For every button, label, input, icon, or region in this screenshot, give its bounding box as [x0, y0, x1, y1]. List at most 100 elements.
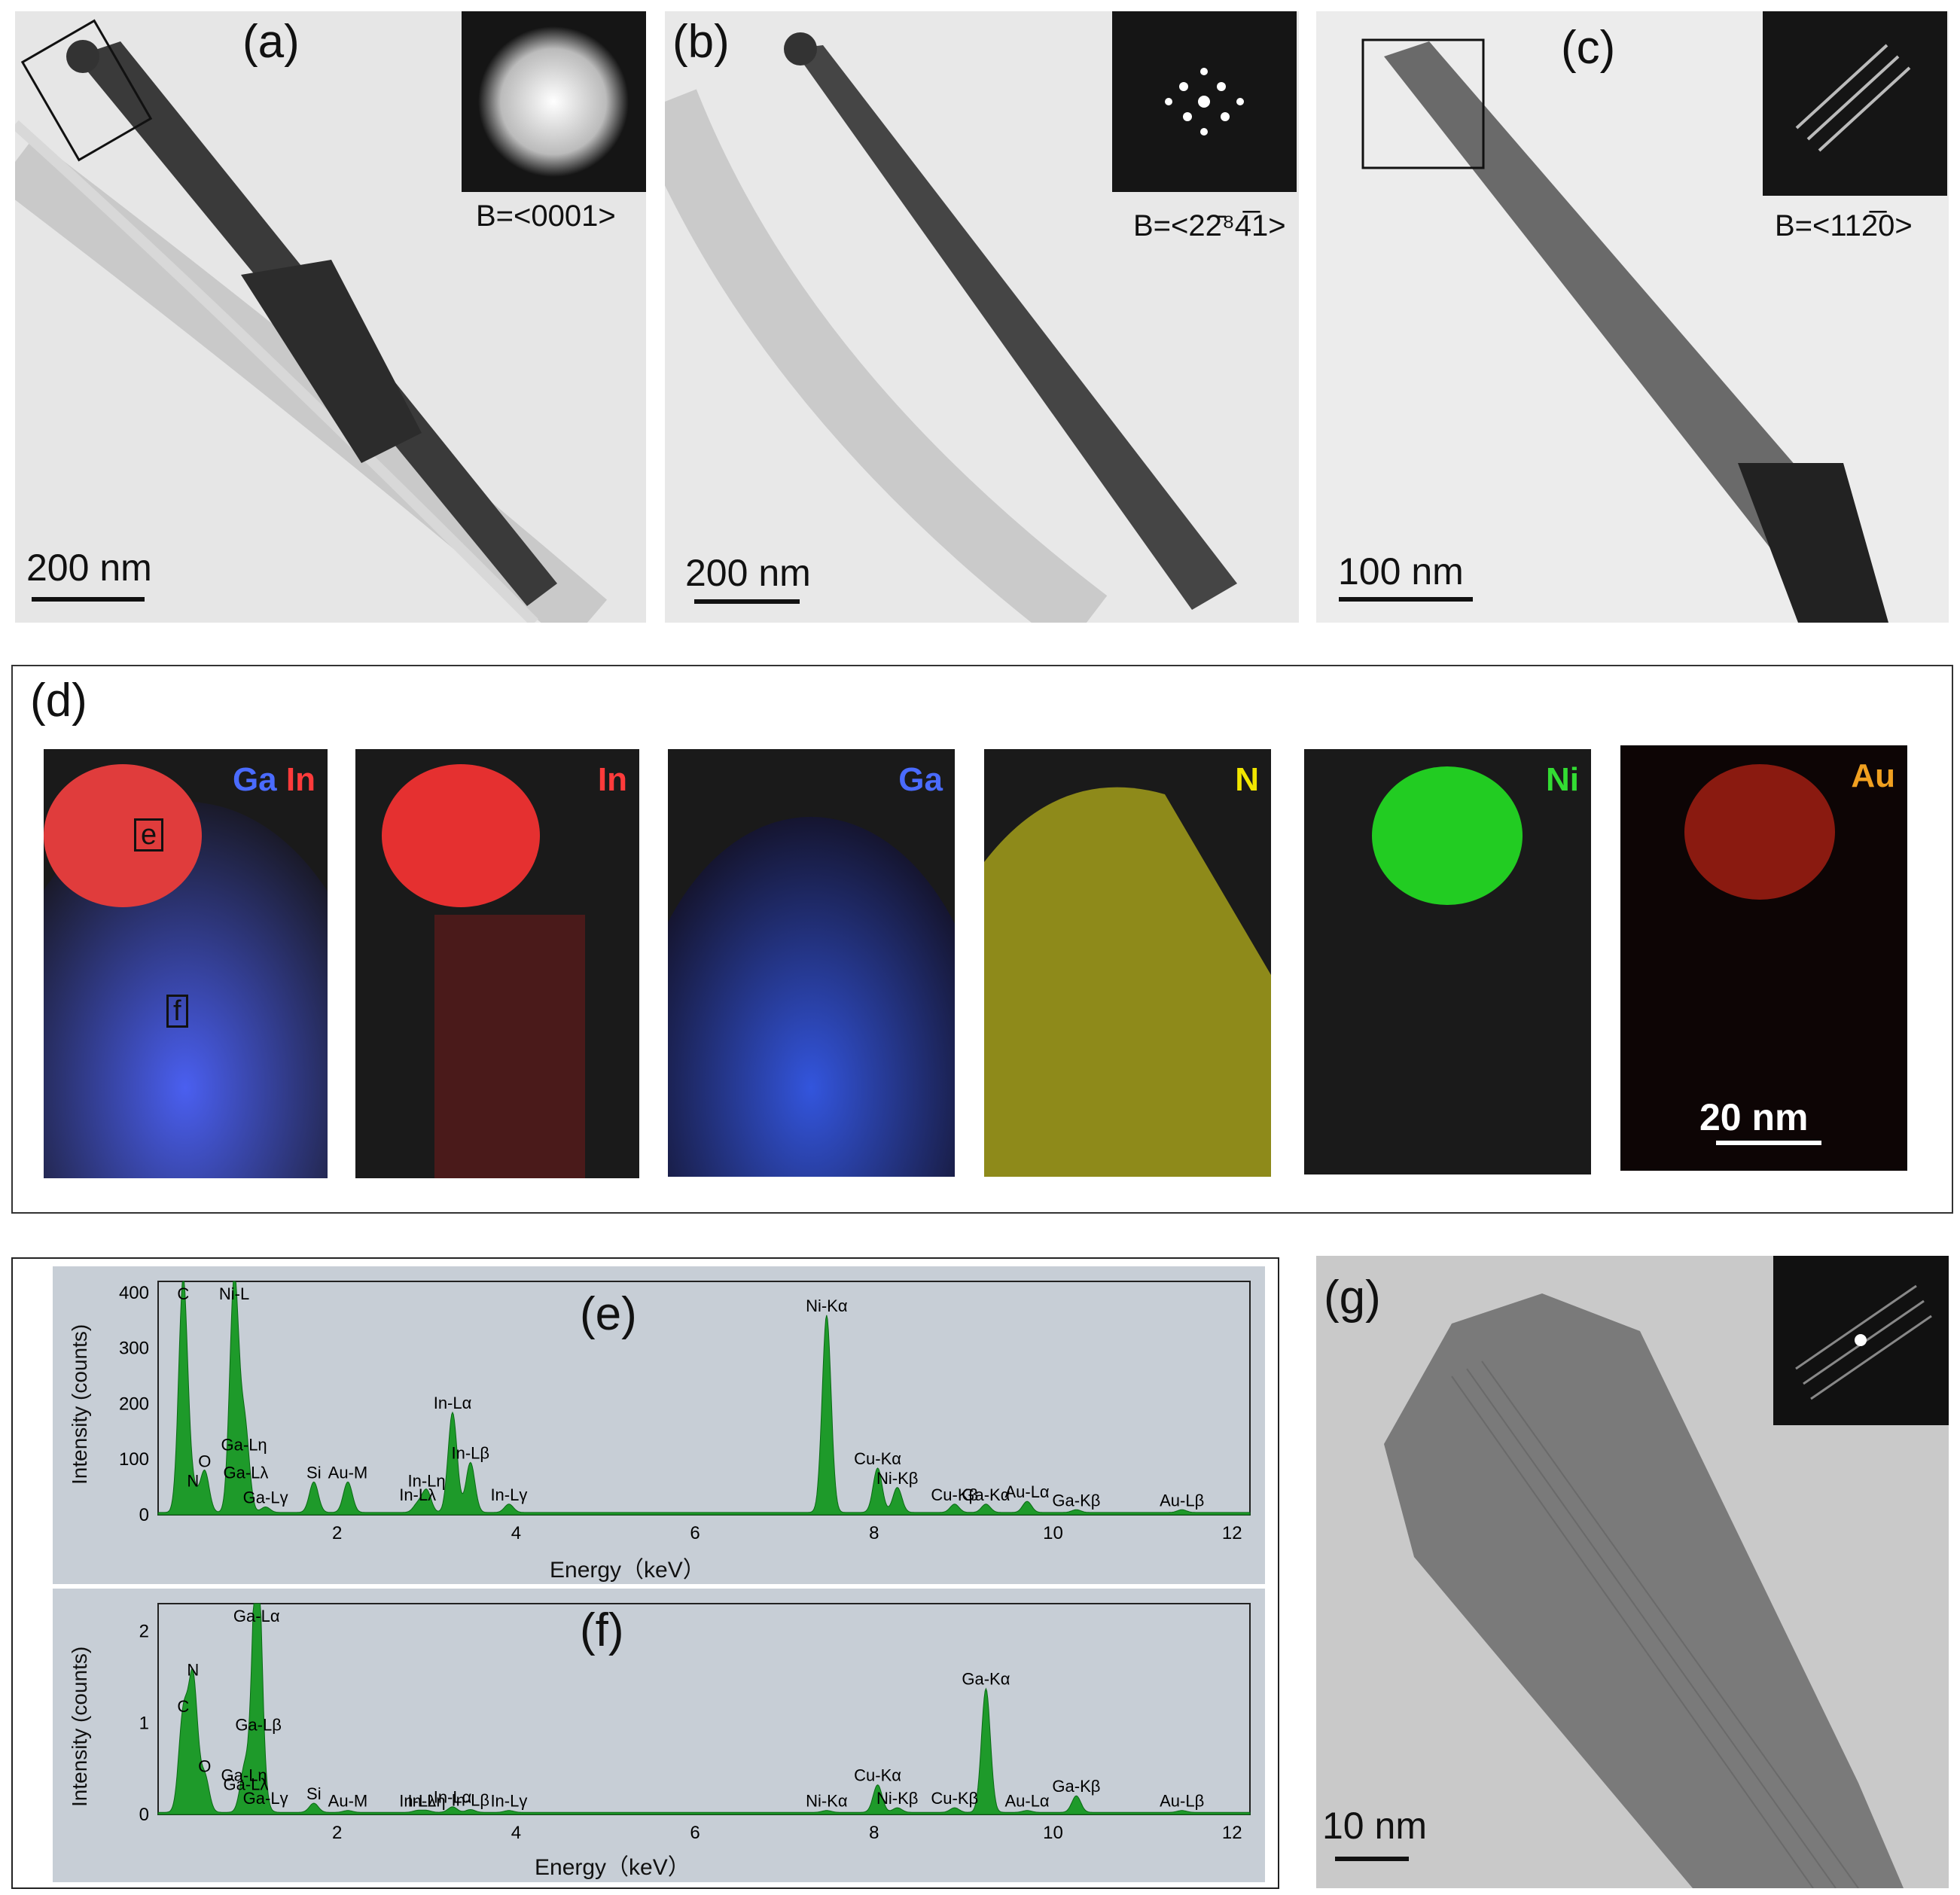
x-tick-label: 6	[690, 1523, 700, 1543]
peak-label: Ni-Kα	[806, 1296, 848, 1315]
eds-map-n: N	[984, 749, 1271, 1177]
peak-label: In-Lγ	[490, 1792, 527, 1811]
nanowire-c	[1361, 38, 1888, 623]
spectrum-area	[157, 1281, 1251, 1516]
nanowire-a	[15, 19, 608, 623]
panel-label-e: (e)	[580, 1288, 637, 1340]
panel-label-f: (f)	[580, 1604, 624, 1656]
spectrum-e: 2 4 6 8 10 12 0 100 200 300 400 C N O Ni-L Ga-Lη Ga-Lλ Ga…	[53, 1266, 1265, 1584]
scale-label-g: 10 nm	[1322, 1805, 1427, 1847]
eds-map-ga: Ga	[668, 749, 955, 1177]
x-tick-label: 12	[1222, 1523, 1242, 1543]
peak-label: N	[187, 1471, 199, 1490]
peak-label: Ga-Lη	[221, 1436, 267, 1455]
peak-label: In-Lγ	[490, 1485, 527, 1504]
peak-label: Au-Lβ	[1160, 1792, 1204, 1811]
panel-d-frame	[11, 665, 1953, 1214]
x-tick-label: 2	[332, 1523, 342, 1543]
peak-label: Ni-Kβ	[876, 1789, 918, 1808]
peak-label: Si	[306, 1784, 322, 1803]
ylabel-e: Intensity (counts)	[68, 1324, 91, 1485]
diffraction-inset-c	[1763, 11, 1947, 196]
panel-label-d: (d)	[30, 675, 87, 727]
panel-label-a: (a)	[242, 16, 300, 68]
peak-label: Ga-Kα	[962, 1485, 1010, 1504]
diffraction-inset-a	[462, 11, 646, 192]
peak-label: Ga-Lλ	[224, 1463, 269, 1482]
region-f-box: f	[166, 995, 188, 1028]
peak-label: C	[177, 1697, 189, 1716]
zone-axis-b: B=<22̄⁸4̅1>	[1133, 209, 1286, 242]
peak-label: Ga-Kβ	[1052, 1777, 1100, 1796]
scale-bar-a	[32, 597, 145, 602]
peak-label: Cu-Kα	[854, 1766, 901, 1784]
spectra-frame	[11, 1257, 1279, 1889]
peak-label: Au-Lβ	[1160, 1491, 1204, 1510]
peak-label: Ni-Kα	[806, 1792, 848, 1811]
nanowire-b	[665, 32, 1237, 623]
y-tick-label: 1	[139, 1713, 149, 1733]
peak-label: Ga-Lη	[221, 1766, 267, 1784]
scale-bar-c	[1339, 597, 1473, 602]
peak-label: In-Lη	[407, 1471, 445, 1490]
ylabel-f: Intensity (counts)	[68, 1646, 91, 1807]
peak-label: Ni-L	[219, 1284, 249, 1303]
peak-label: N	[187, 1660, 199, 1679]
peak-label: Ga-Lγ	[243, 1488, 288, 1507]
diffraction-inset-b	[1112, 11, 1297, 192]
xlabel-f: Energy（keV）	[535, 1855, 690, 1880]
peak-label: Cu-Kβ	[931, 1789, 978, 1808]
eds-map-in: In	[355, 749, 639, 1178]
y-tick-label: 400	[119, 1283, 149, 1303]
spectrum-f: 2 4 6 8 10 12 0 1 2 C N O Ga-Lη Ga-Lλ Ga-Lα Ga-Lβ Ga-Lγ S…	[53, 1589, 1265, 1882]
peak-label: O	[198, 1756, 211, 1775]
map-title-in: In	[597, 761, 627, 798]
scale-label-b: 200 nm	[685, 552, 811, 594]
peak-label: In-Lη	[407, 1792, 445, 1811]
peak-label: In-Lβ	[452, 1444, 490, 1463]
panel-label-b: (b)	[672, 16, 730, 68]
fft-inset-g	[1773, 1256, 1949, 1425]
region-e-box: e	[134, 818, 164, 852]
spectrum-e-plot: 2 4 6 8 10 12 0 100 200 300 400 C NO Ni-L Ga-Lη Ga-Lλ Ga…	[119, 1281, 1251, 1543]
eds-map-ga-in: Ga In e f	[44, 749, 328, 1178]
tem-panel-b	[665, 11, 1299, 623]
scale-bar-g	[1335, 1857, 1409, 1861]
map-title-ga-in: Ga In	[232, 761, 315, 798]
peak-label: Au-Lα	[1004, 1792, 1049, 1811]
x-tick-label: 8	[869, 1823, 879, 1843]
zone-axis-c: B=<112̅0>	[1775, 209, 1913, 242]
peak-label: Au-M	[328, 1792, 368, 1811]
y-tick-label: 200	[119, 1394, 149, 1414]
peak-label: In-Lβ	[452, 1790, 490, 1809]
x-tick-label: 4	[511, 1523, 521, 1543]
peak-label: Si	[306, 1463, 322, 1482]
x-tick-label: 4	[511, 1823, 521, 1843]
peak-label: O	[198, 1452, 211, 1471]
scale-label-d: 20 nm	[1699, 1096, 1809, 1138]
x-tick-label: 8	[869, 1523, 879, 1543]
y-tick-label: 2	[139, 1622, 149, 1642]
scale-label-a: 200 nm	[26, 547, 152, 589]
panel-label-g: (g)	[1324, 1272, 1381, 1324]
y-tick-label: 300	[119, 1339, 149, 1359]
map-title-au: Au	[1851, 757, 1895, 794]
zone-axis-a: B=<0001>	[476, 200, 616, 233]
map-title-ga: Ga	[898, 761, 943, 798]
map-title-ni: Ni	[1546, 761, 1579, 798]
eds-map-ni: Ni	[1304, 749, 1591, 1174]
map-title-n: N	[1235, 761, 1259, 798]
xlabel-e: Energy（keV）	[550, 1558, 706, 1583]
y-tick-label: 0	[139, 1505, 149, 1525]
peak-label: In-Lα	[434, 1394, 472, 1412]
peak-label: In-Lλ	[399, 1792, 436, 1811]
peak-label: Ga-Lλ	[224, 1775, 269, 1794]
y-tick-label: 0	[139, 1805, 149, 1825]
y-tick-label: 100	[119, 1449, 149, 1470]
peak-label: Au-M	[328, 1463, 368, 1482]
peak-label: In-Lα	[434, 1788, 472, 1807]
panel-label-c: (c)	[1561, 22, 1616, 74]
scale-bar-b	[694, 599, 800, 604]
spectrum-area	[157, 1603, 1251, 1815]
